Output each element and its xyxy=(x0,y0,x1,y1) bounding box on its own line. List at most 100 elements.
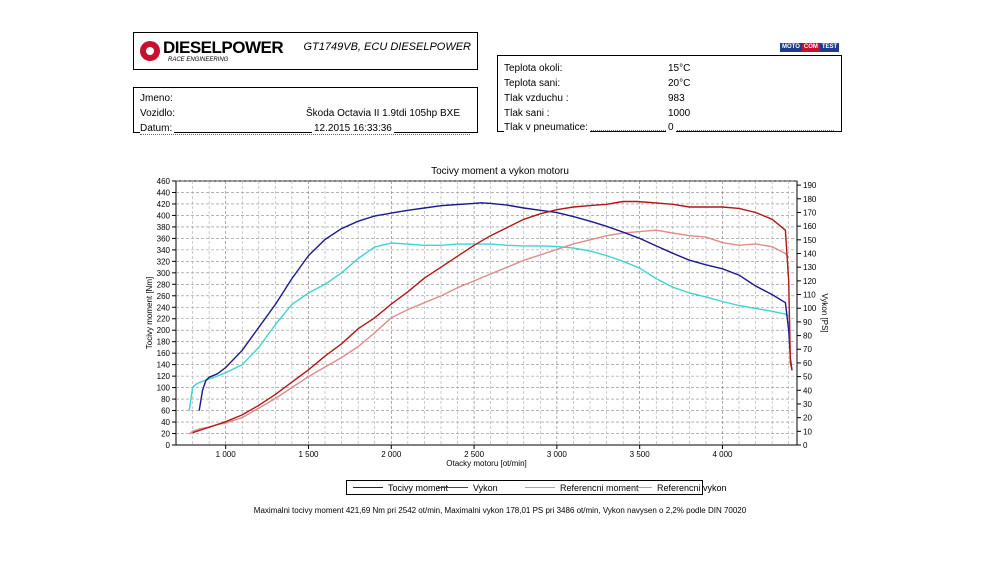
legend-label-ref-torque: Referencni moment xyxy=(560,482,639,493)
y-left-tick-label: 0 xyxy=(166,441,171,450)
name-label: Jmeno: xyxy=(140,93,173,104)
y-right-tick-label: 0 xyxy=(803,441,808,450)
x-tick-label: 2 500 xyxy=(464,450,485,459)
vehicle-info-panel: Jmeno: Vozidlo: Škoda Octavia II 1.9tdi … xyxy=(133,87,478,135)
y-left-tick-label: 400 xyxy=(157,211,171,220)
mototest-logo: MOTO COM TEST xyxy=(780,43,840,52)
x-tick-label: 4 000 xyxy=(712,450,733,459)
summary-footer: Maximalni tocivy moment 421,69 Nm pri 25… xyxy=(253,506,747,515)
intake-pressure-label: Tlak sani : xyxy=(504,108,550,119)
legend-item-ref-torque: Referencni moment xyxy=(525,481,639,494)
y-right-tick-label: 120 xyxy=(803,277,817,286)
y-left-tick-label: 320 xyxy=(157,257,171,266)
y-left-tick-label: 200 xyxy=(157,326,171,335)
y-left-tick-label: 380 xyxy=(157,223,171,232)
x-tick-label: 1 500 xyxy=(298,450,319,459)
y-left-tick-label: 160 xyxy=(157,349,171,358)
y-left-tick-label: 440 xyxy=(157,188,171,197)
mototest-part-2: COM xyxy=(801,43,820,52)
y-right-tick-label: 190 xyxy=(803,181,817,190)
intake-pressure-value: 1000 xyxy=(668,108,691,119)
intake-temp-value: 20°C xyxy=(668,78,691,89)
intake-temp-label: Teplota sani: xyxy=(504,78,561,89)
mototest-part-3: TEST xyxy=(819,43,840,52)
y-right-tick-label: 90 xyxy=(803,318,812,327)
y-right-tick-label: 50 xyxy=(803,373,812,382)
x-tick-label: 2 000 xyxy=(381,450,402,459)
y-left-tick-label: 280 xyxy=(157,280,171,289)
torque-line xyxy=(198,202,793,411)
air-pressure-value: 983 xyxy=(668,93,685,104)
y-left-tick-label: 300 xyxy=(157,269,171,278)
y-left-tick-label: 220 xyxy=(157,315,171,324)
x-axis-label: Otacky motoru [ot/min] xyxy=(446,459,526,468)
y-left-tick-label: 460 xyxy=(157,177,171,186)
legend-swatch-power xyxy=(438,487,468,488)
ref-power-line xyxy=(188,229,790,435)
x-tick-label: 3 500 xyxy=(630,450,651,459)
ambient-temp-label: Teplota okoli: xyxy=(504,63,563,74)
legend-swatch-ref-torque xyxy=(525,487,555,488)
y-left-tick-label: 240 xyxy=(157,303,171,312)
legend-label-ref-power: Referencni vykon xyxy=(657,482,727,493)
y-right-tick-label: 160 xyxy=(803,222,817,231)
legend-swatch-ref-power xyxy=(622,487,652,488)
y-right-tick-label: 180 xyxy=(803,195,817,204)
turbo-icon xyxy=(140,41,160,61)
date-divider xyxy=(140,134,470,135)
y-left-tick-label: 260 xyxy=(157,292,171,301)
vehicle-label: Vozidlo: xyxy=(140,108,176,119)
x-tick-label: 3 000 xyxy=(547,450,568,459)
brand-name: DIESELPOWER xyxy=(163,38,284,57)
ambient-temp-value: 15°C xyxy=(668,63,691,74)
y-right-tick-label: 110 xyxy=(803,291,816,300)
engine-spec: GT1749VB, ECU DIESELPOWER xyxy=(303,41,472,53)
date-label: Datum: xyxy=(140,123,175,134)
x-tick-label: 1 000 xyxy=(216,450,237,459)
y-left-tick-label: 40 xyxy=(161,418,170,427)
y-right-tick-label: 30 xyxy=(803,400,812,409)
y-left-tick-label: 360 xyxy=(157,234,171,243)
y-right-tick-label: 20 xyxy=(803,414,812,423)
y-right-tick-label: 150 xyxy=(803,236,817,245)
y-left-tick-label: 100 xyxy=(157,384,171,393)
y-right-tick-label: 100 xyxy=(803,304,817,313)
y-right-tick-label: 130 xyxy=(803,263,817,272)
legend-label-power: Vykon xyxy=(473,482,498,493)
tire-pressure-label: Tlak v pneumatice: xyxy=(504,122,590,133)
chart-title: Tocivy moment a vykon motoru xyxy=(431,166,569,177)
y-right-tick-label: 10 xyxy=(803,427,812,436)
chart-legend: Tocivy moment Vykon Referencni moment Re… xyxy=(346,480,727,495)
air-pressure-label: Tlak vzduchu : xyxy=(504,93,569,104)
y-left-tick-label: 180 xyxy=(157,338,171,347)
y-left-tick-label: 340 xyxy=(157,246,171,255)
y-right-tick-label: 60 xyxy=(803,359,812,368)
brand-logo: DIESELPOWER xyxy=(140,38,284,61)
mototest-part-1: MOTO xyxy=(780,43,802,52)
y-left-axis-label: Tocivy moment [Nm] xyxy=(145,277,154,349)
y-left-tick-label: 140 xyxy=(157,361,171,370)
brand-subtitle: RACE ENGINEERING xyxy=(168,57,229,63)
ref-torque-line xyxy=(188,242,790,411)
plot-area xyxy=(175,180,798,446)
y-left-tick-label: 420 xyxy=(157,200,171,209)
y-right-axis-label: Vykon [PS] xyxy=(820,293,829,332)
tire-pressure-value: 0 xyxy=(666,122,676,133)
y-left-tick-label: 120 xyxy=(157,372,171,381)
y-right-tick-label: 80 xyxy=(803,332,812,341)
legend-item-torque: Tocivy moment xyxy=(353,481,448,494)
y-right-tick-label: 170 xyxy=(803,208,817,217)
y-right-tick-label: 70 xyxy=(803,345,812,354)
y-left-tick-label: 80 xyxy=(161,395,170,404)
vehicle-value: Škoda Octavia II 1.9tdi 105hp BXE xyxy=(306,108,460,119)
legend-item-power: Vykon xyxy=(438,481,498,494)
y-right-tick-label: 40 xyxy=(803,386,812,395)
date-value: 12.2015 16:33:36 xyxy=(312,123,394,134)
legend-item-ref-power: Referencni vykon xyxy=(622,481,727,494)
legend-label-torque: Tocivy moment xyxy=(388,482,449,493)
conditions-panel: Teplota okoli: 15°C Teplota sani: 20°C T… xyxy=(497,55,842,133)
y-left-tick-label: 20 xyxy=(161,430,170,439)
y-right-tick-label: 140 xyxy=(803,249,817,258)
legend-swatch-torque xyxy=(353,487,383,488)
